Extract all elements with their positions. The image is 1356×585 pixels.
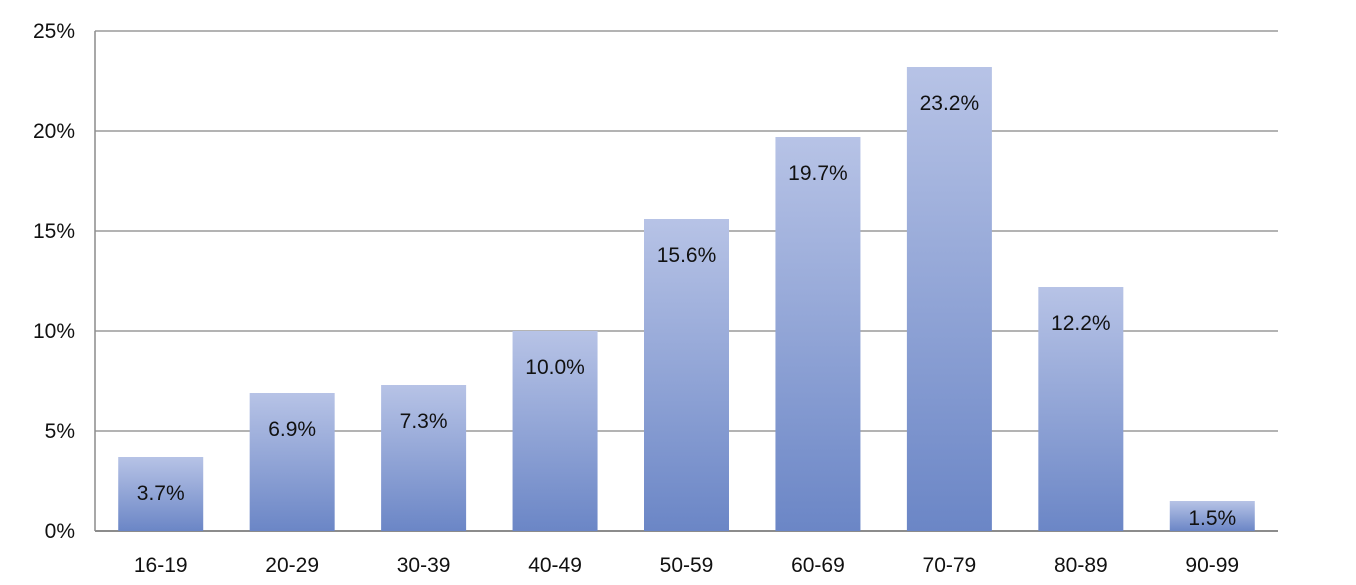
- y-tick-label: 15%: [33, 220, 75, 243]
- x-category-label: 30-39: [397, 554, 451, 577]
- x-category-label: 50-59: [660, 554, 714, 577]
- bar: [249, 393, 335, 531]
- x-category-label: 90-99: [1185, 554, 1239, 577]
- bar-data-label: 23.2%: [920, 92, 980, 115]
- bar-data-label: 7.3%: [400, 410, 448, 433]
- bar-data-label: 6.9%: [268, 418, 316, 441]
- x-category-label: 20-29: [265, 554, 319, 577]
- x-category-label: 16-19: [134, 554, 188, 577]
- bar: [118, 457, 204, 531]
- x-category-label: 40-49: [528, 554, 582, 577]
- y-tick-label: 5%: [45, 420, 75, 443]
- bar-data-label: 12.2%: [1051, 312, 1111, 335]
- x-category-label: 80-89: [1054, 554, 1108, 577]
- bar: [1038, 287, 1124, 531]
- y-tick-label: 20%: [33, 120, 75, 143]
- bar-data-label: 3.7%: [137, 482, 185, 505]
- bar: [775, 137, 861, 531]
- bars: [118, 67, 1255, 531]
- bar: [906, 67, 992, 531]
- y-tick-label: 10%: [33, 320, 75, 343]
- y-tick-label: 25%: [33, 20, 75, 43]
- bar-data-label: 1.5%: [1188, 507, 1236, 530]
- x-category-label: 70-79: [923, 554, 977, 577]
- labels: 3.7% 16-19 6.9% 20-29 7.3% 30-39 10.0% 40-49 15.…: [134, 92, 1239, 577]
- bar: [644, 219, 729, 531]
- bar: [1169, 501, 1255, 531]
- bar: [381, 385, 467, 531]
- bar-data-label: 10.0%: [525, 356, 585, 379]
- bar: [512, 331, 598, 531]
- bar-data-label: 15.6%: [657, 244, 717, 267]
- y-tick-label: 0%: [45, 520, 75, 543]
- x-category-label: 60-69: [791, 554, 845, 577]
- bar-data-label: 19.7%: [788, 162, 848, 185]
